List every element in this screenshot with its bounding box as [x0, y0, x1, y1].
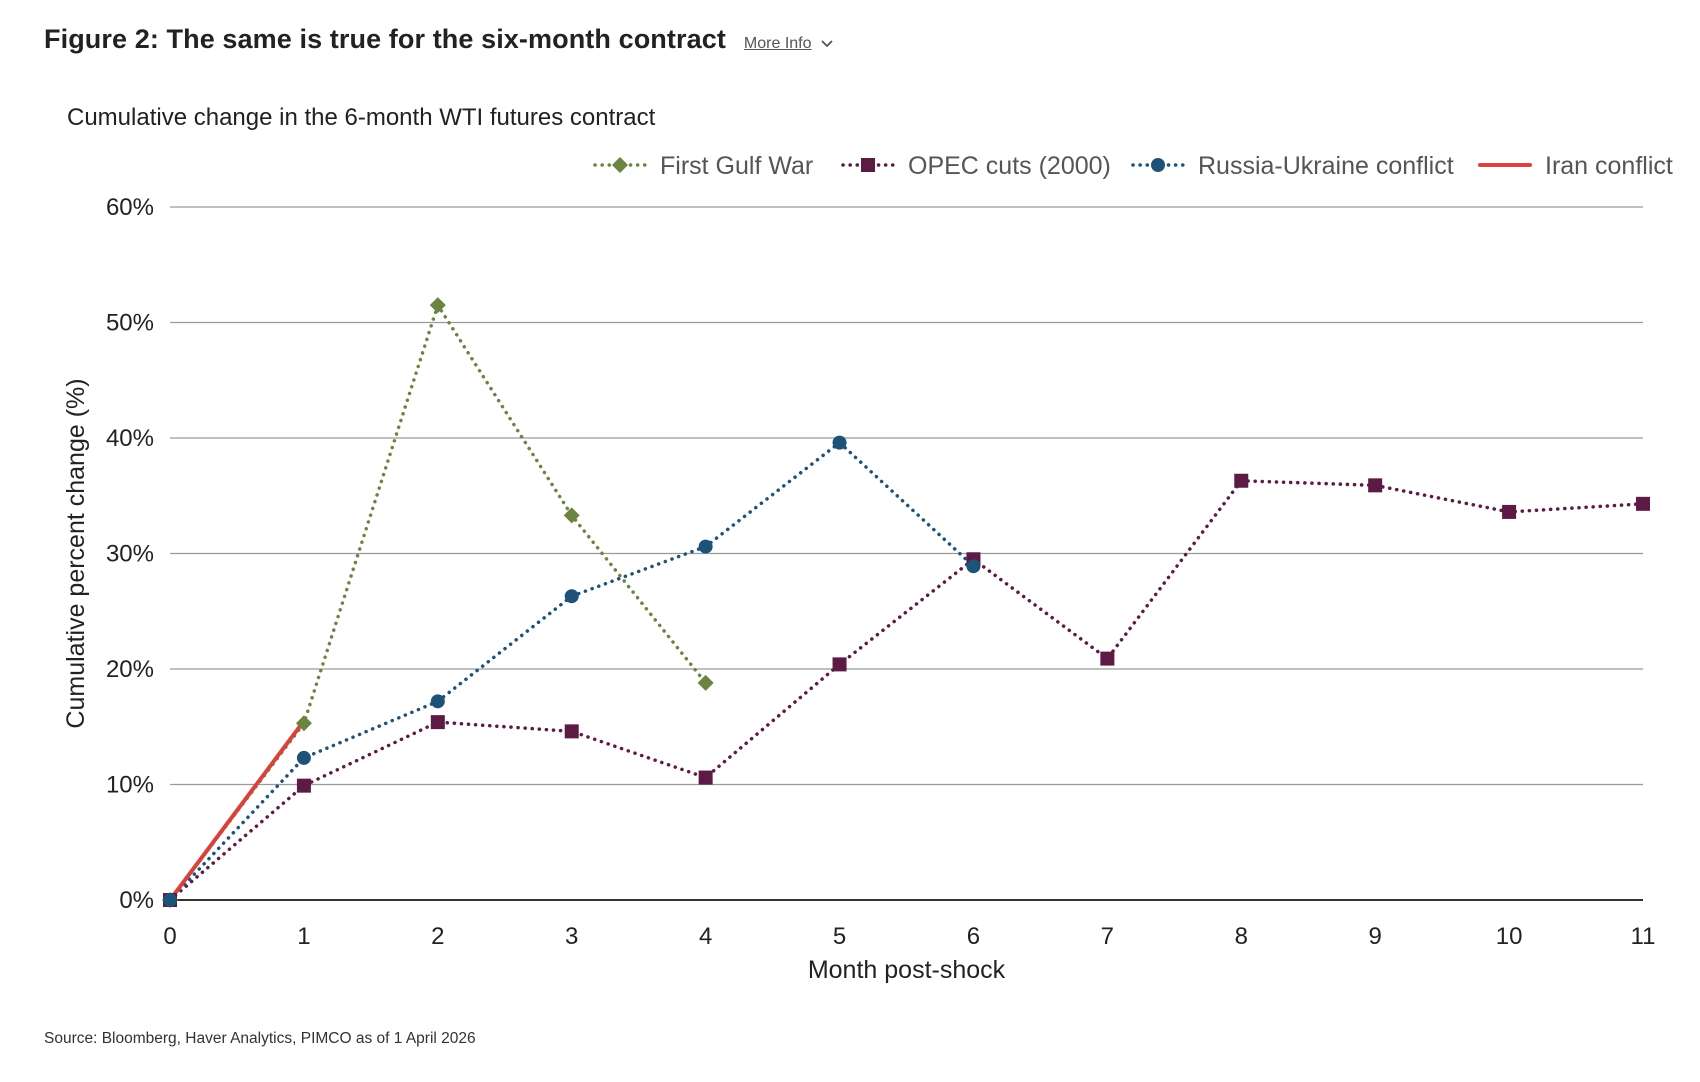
data-point-first-gulf-war [563, 507, 580, 524]
x-tick-label: 3 [565, 923, 578, 950]
legend-label-russia-ukraine-conflict: Russia-Ukraine conflict [1198, 152, 1454, 180]
y-tick-label: 60% [106, 194, 154, 221]
data-point-russia-ukraine-conflict [163, 893, 177, 907]
data-point-opec-cuts-2000 [1502, 504, 1517, 519]
chevron-down-icon[interactable] [820, 37, 834, 51]
x-tick-label: 10 [1496, 923, 1523, 950]
series-line-iran-conflict [168, 718, 306, 902]
legend-label-first-gulf-war: First Gulf War [660, 152, 813, 180]
data-point-russia-ukraine-conflict [698, 539, 713, 554]
x-tick-label: 0 [163, 923, 176, 950]
x-tick-label: 1 [297, 923, 310, 950]
data-point-opec-cuts-2000 [564, 724, 579, 739]
data-point-russia-ukraine-conflict [430, 694, 445, 709]
data-point-first-gulf-war [429, 297, 446, 314]
data-point-russia-ukraine-conflict [564, 589, 579, 604]
y-tick-label: 50% [106, 310, 154, 337]
y-tick-label: 0% [119, 887, 154, 914]
data-point-russia-ukraine-conflict [832, 435, 847, 450]
x-tick-label: 6 [967, 923, 980, 950]
data-point-first-gulf-war [295, 715, 312, 732]
data-point-opec-cuts-2000 [1368, 478, 1383, 493]
data-point-first-gulf-war [697, 674, 714, 691]
x-tick-label: 11 [1631, 923, 1656, 950]
y-tick-label: 40% [106, 425, 154, 452]
x-tick-label: 5 [833, 923, 846, 950]
more-info-toggle[interactable]: More Info [744, 35, 834, 53]
legend-label-opec-cuts-2000: OPEC cuts (2000) [908, 152, 1111, 180]
legend-marker-opec-cuts-2000 [861, 158, 875, 172]
data-point-opec-cuts-2000 [698, 770, 713, 785]
y-tick-label: 10% [106, 772, 154, 799]
more-info-label[interactable]: More Info [743, 35, 812, 52]
data-point-opec-cuts-2000 [832, 657, 847, 672]
data-point-russia-ukraine-conflict [966, 559, 981, 574]
data-point-opec-cuts-2000 [296, 778, 311, 793]
data-point-russia-ukraine-conflict [296, 750, 311, 765]
x-tick-label: 2 [431, 923, 444, 950]
source-note: Source: Bloomberg, Haver Analytics, PIMC… [44, 1030, 476, 1047]
legend-marker-russia-ukraine-conflict [1151, 158, 1165, 172]
x-tick-label: 8 [1235, 923, 1248, 950]
chart-title: Cumulative change in the 6-month WTI fut… [67, 104, 656, 131]
legend-marker-first-gulf-war [612, 157, 628, 173]
y-tick-label: 30% [106, 541, 154, 568]
data-point-opec-cuts-2000 [430, 715, 445, 730]
series-line-first-gulf-war [168, 301, 708, 902]
x-axis-label: Month post-shock [808, 956, 1006, 984]
data-point-opec-cuts-2000 [1100, 651, 1115, 666]
series-line-opec-cuts-2000 [168, 478, 1645, 902]
data-point-opec-cuts-2000 [1636, 496, 1650, 511]
y-axis-label: Cumulative percent change (%) [62, 378, 90, 728]
x-tick-label: 7 [1101, 923, 1114, 950]
x-tick-label: 9 [1369, 923, 1382, 950]
line-chart: Cumulative change in the 6-month WTI fut… [62, 104, 1673, 984]
data-point-opec-cuts-2000 [1234, 473, 1249, 488]
figure-title: Figure 2: The same is true for the six-m… [44, 24, 726, 54]
x-tick-label: 4 [699, 923, 712, 950]
y-tick-label: 20% [106, 656, 154, 683]
legend-label-iran-conflict: Iran conflict [1545, 152, 1673, 180]
figure-header: Figure 2: The same is true for the six-m… [44, 24, 834, 55]
